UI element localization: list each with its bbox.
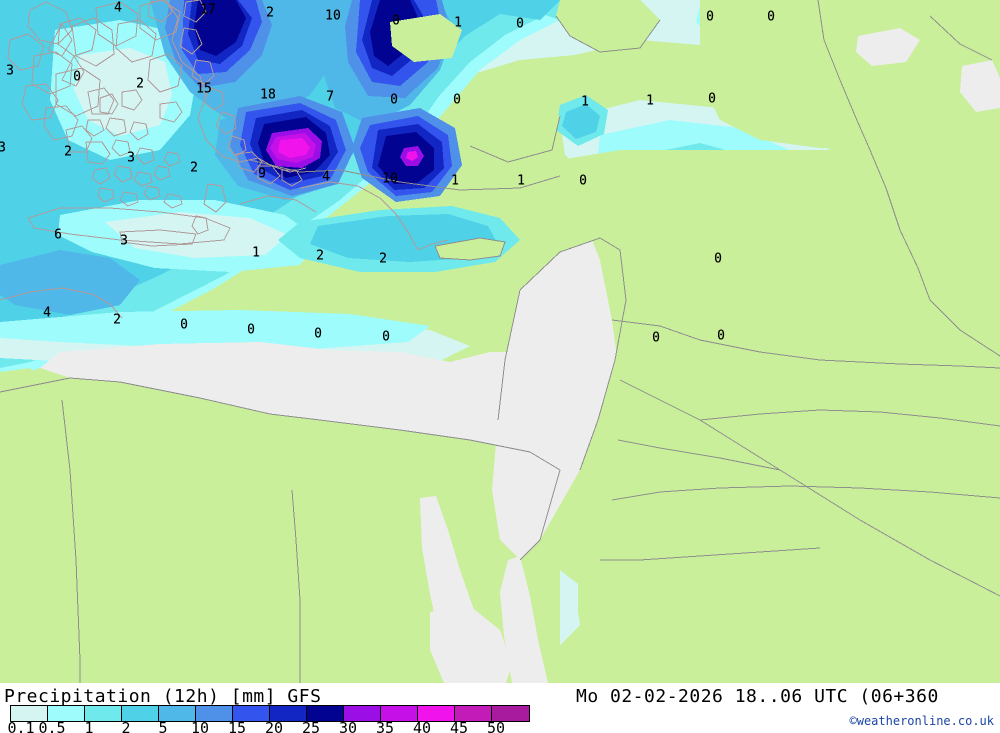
- colorbar-cell-25[interactable]: [307, 706, 344, 721]
- colorbar-cell-20[interactable]: [270, 706, 307, 721]
- precip-value-label: 6: [54, 227, 62, 243]
- africa-coast-accent: [0, 181, 449, 319]
- precip-value-label: 0: [453, 92, 461, 108]
- legend-title: Precipitation (12h) [mm] GFS: [4, 686, 322, 707]
- colorbar-tick-2: 2: [121, 719, 131, 733]
- precip-value-label: 0: [392, 13, 400, 29]
- precip-value-label: 3: [6, 63, 14, 79]
- colorbar-tick-35: 35: [375, 719, 395, 733]
- precip-colorbar[interactable]: [10, 705, 530, 722]
- colorbar-tick-50: 50: [486, 719, 506, 733]
- precip-value-label: 3: [0, 140, 6, 156]
- precip-value-label: 3: [120, 233, 128, 249]
- precip-value-label: 1: [517, 173, 525, 189]
- precip-value-label: 0: [247, 322, 255, 338]
- colorbar-cell-1[interactable]: [85, 706, 122, 721]
- colorbar-cell-50[interactable]: [492, 706, 529, 721]
- precip-value-label: 0: [180, 317, 188, 333]
- colorbar-cell-30[interactable]: [344, 706, 381, 721]
- precip-value-label: 0: [579, 173, 587, 189]
- precip-value-label: 0: [706, 9, 714, 25]
- colorbar-tick-30: 30: [338, 719, 358, 733]
- colorbar-cell-2[interactable]: [122, 706, 159, 721]
- precip-value-label: 0: [314, 326, 322, 342]
- colorbar-tick-20: 20: [264, 719, 284, 733]
- precip-value-label: 0: [73, 69, 81, 85]
- precip-value-label: 1: [252, 245, 260, 261]
- colorbar-cell-0.1[interactable]: [11, 706, 48, 721]
- precip-value-label: 4: [322, 169, 330, 185]
- precip-value-label: 1: [454, 15, 462, 31]
- precip-value-label: 2: [316, 248, 324, 264]
- colorbar-tick-15: 15: [227, 719, 247, 733]
- land-layer: [40, 28, 1000, 683]
- colorbar-tick-10: 10: [190, 719, 210, 733]
- precip-value-label: 17: [200, 2, 216, 18]
- precip-value-label: 2: [379, 251, 387, 267]
- colorbar-tick-1: 1: [84, 719, 94, 733]
- colorbar-cell-40[interactable]: [418, 706, 455, 721]
- precip-value-label: 3: [127, 150, 135, 166]
- precip-value-label: 1: [581, 94, 589, 110]
- aegean-coast-layer: [7, 0, 307, 247]
- precip-value-label: 18: [260, 87, 276, 103]
- precip-value-label: 10: [325, 8, 341, 24]
- colorbar-tick-40: 40: [412, 719, 432, 733]
- colorbar-cell-10[interactable]: [196, 706, 233, 721]
- precip-value-label: 0: [652, 330, 660, 346]
- precip-value-label: 0: [767, 9, 775, 25]
- precip-value-label: 9: [258, 166, 266, 182]
- precip-value-label: 4: [114, 0, 122, 16]
- precip-value-label: 15: [196, 81, 212, 97]
- precip-value-label: 0: [714, 251, 722, 267]
- precip-value-label: 0: [708, 91, 716, 107]
- precip-value-label: 4: [43, 305, 51, 321]
- precip-value-label: 2: [266, 5, 274, 21]
- precip-value-label: 2: [190, 160, 198, 176]
- precipitation-map[interactable]: 4 17 2 10 0 1 0 0 0 3 0 2 15 7 0 0 1 1 0 3 2 3 2 9 4 18 10 1 1 0 6 3 1 2 2…: [0, 0, 1000, 683]
- precip-value-label: 0: [382, 329, 390, 345]
- colorbar-cell-35[interactable]: [381, 706, 418, 721]
- precip-value-label: 1: [646, 93, 654, 109]
- precip-value-label: 2: [113, 312, 121, 328]
- colorbar-tick-5: 5: [158, 719, 168, 733]
- colorbar-cell-5[interactable]: [159, 706, 196, 721]
- precip-value-label: 10: [382, 171, 398, 187]
- colorbar-tick-0.1: 0.1: [7, 719, 35, 733]
- precip-value-label: 0: [516, 16, 524, 32]
- copyright-label: ©weatheronline.co.uk: [849, 714, 995, 728]
- precip-value-label: 0: [390, 92, 398, 108]
- colorbar-tick-0.5: 0.5: [38, 719, 66, 733]
- map-canvas: [0, 0, 1000, 683]
- valid-time-label: Mo 02-02-2026 18..06 UTC (06+360: [576, 686, 939, 707]
- precip-value-label: 7: [326, 89, 334, 105]
- colorbar-tick-25: 25: [301, 719, 321, 733]
- colorbar-cell-45[interactable]: [455, 706, 492, 721]
- border-layer: [0, 0, 1000, 683]
- precip-value-label: 0: [717, 328, 725, 344]
- precip-value-label: 2: [136, 76, 144, 92]
- colorbar-cell-15[interactable]: [233, 706, 270, 721]
- precip-value-label: 1: [451, 173, 459, 189]
- colorbar-cell-0.5[interactable]: [48, 706, 85, 721]
- precip-value-label: 2: [64, 144, 72, 160]
- colorbar-tick-45: 45: [449, 719, 469, 733]
- colorbar-tick-labels: 0.1 0.5 1 2 5 10 15 20 25 30 35 40 45 50: [0, 719, 520, 733]
